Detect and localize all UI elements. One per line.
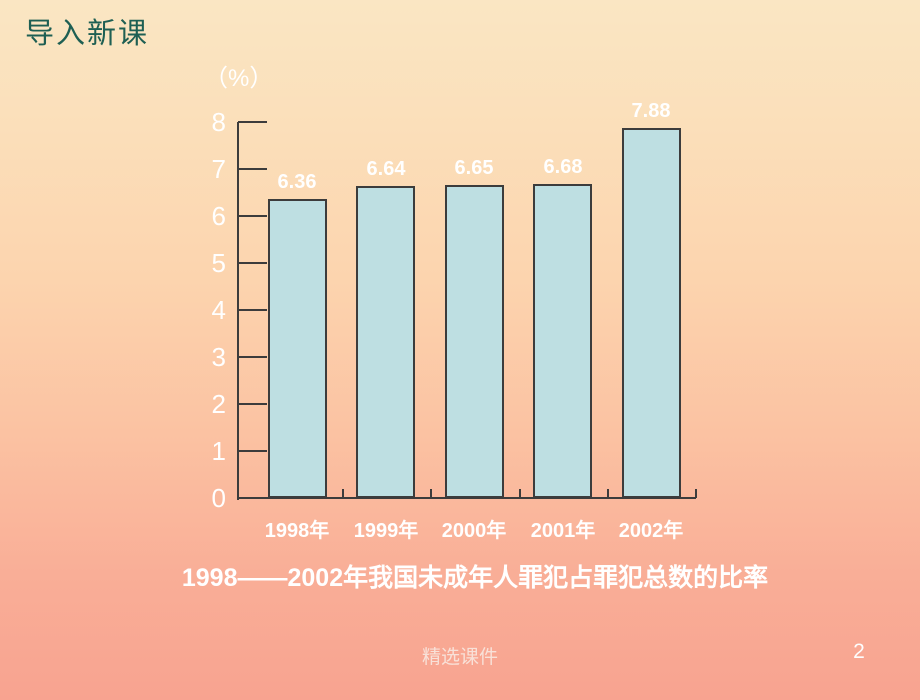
slide-title: 导入新课 bbox=[25, 16, 150, 50]
y-axis-tick-label-8: 8 bbox=[211, 107, 226, 137]
chart-bar-2 bbox=[445, 185, 504, 498]
x-axis-label-4: 2002年 bbox=[618, 520, 684, 542]
bar-value-label-4: 7.88 bbox=[631, 100, 671, 122]
page-number: 2 bbox=[853, 640, 865, 663]
x-axis-line bbox=[237, 497, 696, 499]
chart-bar-0 bbox=[268, 199, 327, 498]
y-axis-tick-8 bbox=[238, 121, 267, 123]
y-axis-tick-2 bbox=[238, 403, 267, 405]
y-axis-tick-label-2: 2 bbox=[211, 389, 226, 419]
chart-caption: 1998——2002年我国未成年人罪犯占罪犯总数的比率 bbox=[181, 564, 769, 592]
bar-value-label-1: 6.64 bbox=[366, 158, 406, 180]
y-axis-tick-label-0: 0 bbox=[211, 483, 226, 513]
y-axis-tick-6 bbox=[238, 215, 267, 217]
chart-bar-1 bbox=[356, 186, 415, 498]
bar-value-label-2: 6.65 bbox=[454, 157, 494, 179]
x-axis-boundary-tick-2 bbox=[519, 489, 521, 498]
y-axis-tick-3 bbox=[238, 356, 267, 358]
bar-value-label-0: 6.36 bbox=[277, 171, 317, 193]
footer-text: 精选课件 bbox=[422, 646, 499, 668]
x-axis-label-3: 2001年 bbox=[530, 520, 596, 542]
chart-bar-3 bbox=[533, 184, 592, 498]
y-axis-tick-4 bbox=[238, 309, 267, 311]
y-axis-tick-label-3: 3 bbox=[211, 342, 226, 372]
y-axis-tick-label-6: 6 bbox=[211, 201, 226, 231]
y-axis-tick-label-5: 5 bbox=[211, 248, 226, 278]
y-axis-tick-label-1: 1 bbox=[211, 436, 226, 466]
y-axis-tick-label-4: 4 bbox=[211, 295, 226, 325]
chart-bar-4 bbox=[622, 128, 681, 498]
y-axis-tick-label-7: 7 bbox=[211, 154, 226, 184]
y-axis-line bbox=[237, 122, 239, 500]
x-axis-label-1: 1999年 bbox=[353, 520, 419, 542]
x-axis-label-2: 2000年 bbox=[441, 520, 507, 542]
y-axis-tick-7 bbox=[238, 168, 267, 170]
y-axis-tick-1 bbox=[238, 450, 267, 452]
bar-value-label-3: 6.68 bbox=[543, 156, 583, 178]
x-axis-label-0: 1998年 bbox=[264, 520, 330, 542]
x-axis-boundary-tick-1 bbox=[430, 489, 432, 498]
y-axis-tick-5 bbox=[238, 262, 267, 264]
x-axis-boundary-tick-0 bbox=[342, 489, 344, 498]
y-axis-unit-label: （%） bbox=[204, 65, 274, 92]
x-axis-boundary-tick-4 bbox=[695, 489, 697, 498]
x-axis-boundary-tick-3 bbox=[607, 489, 609, 498]
